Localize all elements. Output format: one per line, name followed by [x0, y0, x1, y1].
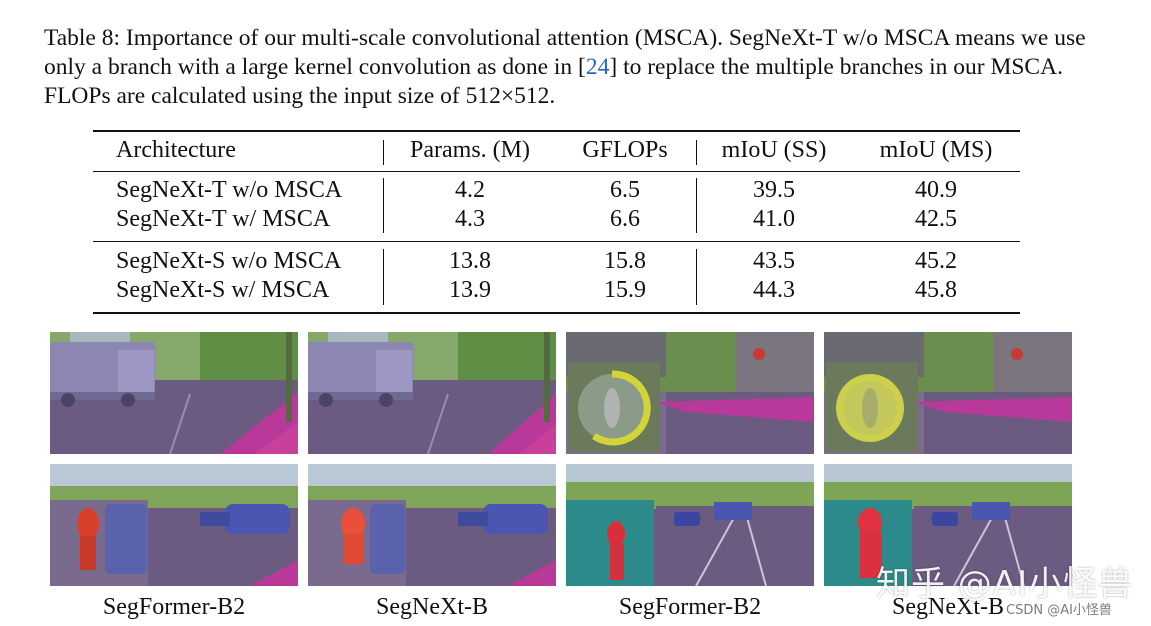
- row-gflops: 15.9: [604, 277, 646, 303]
- row-miou-ms: 45.2: [915, 248, 957, 274]
- row-gflops: 15.8: [604, 248, 646, 274]
- segmentation-image-pedestrian-segnext: [824, 464, 1072, 586]
- row-architecture: SegNeXt-S w/o MSCA: [116, 248, 342, 274]
- header-gflops: GFLOPs: [582, 137, 668, 163]
- table-vline: [383, 140, 385, 165]
- caption-text-1: Table 8: Importance of our multi-scale c…: [44, 25, 1086, 80]
- table-vline: [383, 249, 385, 305]
- row-architecture: SegNeXt-T w/ MSCA: [116, 206, 331, 232]
- row-miou-ms: 42.5: [915, 206, 957, 232]
- table-header-rule: [93, 171, 1020, 173]
- segmentation-image-truck-segformer: [50, 332, 298, 454]
- row-miou-ss: 43.5: [753, 248, 795, 274]
- row-gflops: 6.5: [610, 177, 640, 203]
- row-miou-ss: 39.5: [753, 177, 795, 203]
- table-vline: [383, 178, 385, 233]
- segmentation-image-truck-segnext: [308, 332, 556, 454]
- segmentation-image-pedestrian-segformer: [566, 464, 814, 586]
- table-bottom-rule: [93, 312, 1020, 314]
- figure-label-segnext: SegNeXt-B: [892, 594, 1004, 620]
- watermark-zhihu: 知乎 @AI小怪兽: [876, 564, 1134, 604]
- figure-label-segformer: SegFormer-B2: [102, 594, 246, 620]
- header-params: Params. (M): [410, 137, 530, 163]
- table-caption: Table 8: Importance of our multi-scale c…: [44, 24, 1114, 111]
- segmentation-image-sign-segformer: [566, 332, 814, 454]
- row-miou-ss: 41.0: [753, 206, 795, 232]
- segmentation-image-sign-segnext: [824, 332, 1072, 454]
- row-params: 4.2: [455, 177, 485, 203]
- table-vline: [696, 249, 698, 305]
- row-architecture: SegNeXt-T w/o MSCA: [116, 177, 343, 203]
- row-miou-ms: 40.9: [915, 177, 957, 203]
- row-architecture: SegNeXt-S w/ MSCA: [116, 277, 330, 303]
- row-miou-ms: 45.8: [915, 277, 957, 303]
- row-params: 13.8: [449, 248, 491, 274]
- figure-label-segnext: SegNeXt-B: [376, 594, 488, 620]
- table-vline: [696, 140, 698, 165]
- header-miou-ss: mIoU (SS): [721, 137, 827, 163]
- citation-link[interactable]: 24: [585, 54, 610, 80]
- caption-text-2: ] to replace the multiple branches in ou…: [44, 54, 1063, 109]
- header-architecture: Architecture: [116, 137, 236, 163]
- watermark-csdn: CSDN @AI小怪兽: [1006, 603, 1112, 618]
- table-vline: [696, 178, 698, 233]
- row-params: 13.9: [449, 277, 491, 303]
- table-group-rule: [93, 241, 1020, 243]
- segmentation-image-street-segformer: [50, 464, 298, 586]
- figure-label-segformer: SegFormer-B2: [618, 594, 762, 620]
- row-miou-ss: 44.3: [753, 277, 795, 303]
- row-gflops: 6.6: [610, 206, 640, 232]
- table-top-rule: [93, 130, 1020, 132]
- header-miou-ms: mIoU (MS): [879, 137, 993, 163]
- row-params: 4.3: [455, 206, 485, 232]
- segmentation-image-street-segnext: [308, 464, 556, 586]
